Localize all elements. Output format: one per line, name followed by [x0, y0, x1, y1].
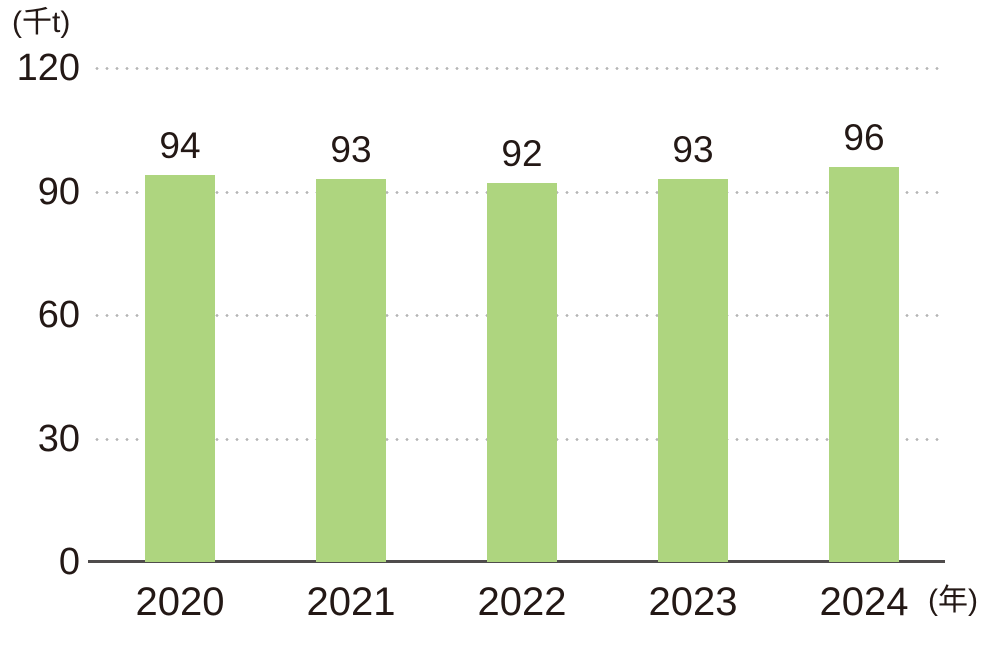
y-axis-unit-label: (千t): [12, 6, 71, 39]
y-tick-label: 90: [37, 170, 80, 213]
bar-value-label: 96: [843, 116, 885, 158]
bar-2020: [145, 175, 215, 562]
x-tick-label: 2022: [477, 580, 567, 624]
x-axis-unit-label: (年): [928, 584, 978, 617]
y-tick-label: 60: [37, 294, 80, 336]
x-tick-label: 2024: [819, 580, 909, 624]
x-tick-label: 2021: [306, 580, 396, 624]
bar-2023: [658, 179, 728, 562]
gridline-120: [92, 66, 943, 71]
bar-value-label: 93: [330, 129, 372, 171]
y-tick-label: 0: [58, 541, 80, 583]
x-tick-label: 2020: [135, 580, 225, 624]
bar-value-label: 93: [672, 129, 714, 171]
bar-value-label: 92: [501, 133, 543, 175]
x-tick-label: 2023: [648, 580, 738, 624]
bar-2024: [829, 166, 899, 562]
bar-2022: [487, 183, 557, 562]
y-tick-label: 120: [16, 47, 80, 89]
bar-value-label: 94: [159, 125, 201, 167]
y-tick-label: 30: [37, 417, 80, 460]
bar-2021: [316, 179, 386, 562]
